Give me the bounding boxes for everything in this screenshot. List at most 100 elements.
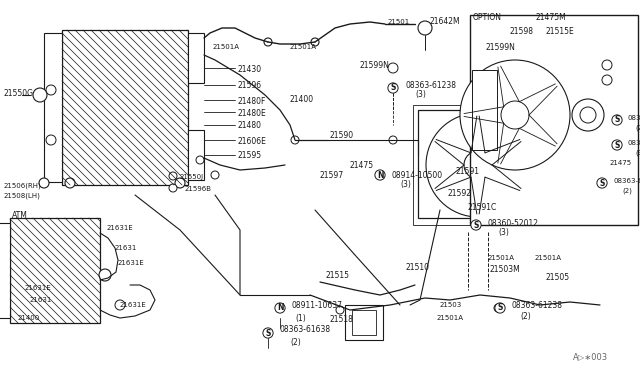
Circle shape xyxy=(580,107,596,123)
Text: 21515E: 21515E xyxy=(545,28,573,36)
Bar xyxy=(345,305,383,340)
Circle shape xyxy=(460,60,570,170)
Text: 08363-61238: 08363-61238 xyxy=(627,140,640,146)
Circle shape xyxy=(169,184,177,192)
Text: 21506(RH): 21506(RH) xyxy=(4,183,42,189)
Text: 21596B: 21596B xyxy=(185,186,212,192)
Circle shape xyxy=(572,99,604,131)
Text: 08363-61238: 08363-61238 xyxy=(405,80,456,90)
Circle shape xyxy=(602,75,612,85)
Bar xyxy=(188,130,204,180)
Text: (3): (3) xyxy=(400,180,411,189)
Text: 21475: 21475 xyxy=(610,160,632,166)
Text: 08363-61638: 08363-61638 xyxy=(280,326,331,334)
Text: 21599N: 21599N xyxy=(485,44,515,52)
Text: 21480F: 21480F xyxy=(237,96,266,106)
Text: 21501A: 21501A xyxy=(437,315,464,321)
Bar xyxy=(44,33,62,182)
Circle shape xyxy=(46,85,56,95)
Text: 21501: 21501 xyxy=(388,19,410,25)
Text: 21518: 21518 xyxy=(330,315,354,324)
Circle shape xyxy=(33,88,47,102)
Circle shape xyxy=(211,171,219,179)
Text: 21501A: 21501A xyxy=(535,255,562,261)
Circle shape xyxy=(389,136,397,144)
Circle shape xyxy=(388,63,398,73)
Text: 21503: 21503 xyxy=(440,302,462,308)
Circle shape xyxy=(602,60,612,70)
Text: 21591: 21591 xyxy=(455,167,479,176)
Circle shape xyxy=(196,156,204,164)
Text: 08914-10500: 08914-10500 xyxy=(392,170,443,180)
Text: 21631: 21631 xyxy=(115,245,138,251)
Text: (2): (2) xyxy=(290,337,301,346)
Text: 21508(LH): 21508(LH) xyxy=(4,193,41,199)
Text: S: S xyxy=(266,328,271,337)
Text: 08363-61238: 08363-61238 xyxy=(512,301,563,310)
Text: 21550J: 21550J xyxy=(180,174,204,180)
Bar xyxy=(352,310,376,335)
Text: 21597: 21597 xyxy=(320,170,344,180)
Circle shape xyxy=(418,21,432,35)
Text: 21631: 21631 xyxy=(30,297,52,303)
Text: 21505: 21505 xyxy=(546,273,570,282)
Text: 21592: 21592 xyxy=(448,189,472,198)
Text: S: S xyxy=(497,304,502,312)
Text: 08363-61238: 08363-61238 xyxy=(627,115,640,121)
Text: 21510: 21510 xyxy=(405,263,429,273)
Text: 21400: 21400 xyxy=(290,96,314,105)
Circle shape xyxy=(533,160,563,190)
Bar xyxy=(10,218,100,323)
Circle shape xyxy=(291,136,299,144)
Text: 21591C: 21591C xyxy=(468,202,497,212)
Text: 21606E: 21606E xyxy=(237,137,266,145)
Text: (1): (1) xyxy=(295,314,306,323)
Text: S: S xyxy=(390,83,396,93)
Bar xyxy=(472,70,497,150)
Circle shape xyxy=(39,178,49,188)
Circle shape xyxy=(169,172,177,180)
Circle shape xyxy=(501,101,529,129)
Text: N: N xyxy=(377,170,383,180)
Text: 21430: 21430 xyxy=(237,64,261,74)
Text: N: N xyxy=(276,304,284,312)
Text: 21596: 21596 xyxy=(237,81,261,90)
Text: (3): (3) xyxy=(635,150,640,156)
Text: 21550G: 21550G xyxy=(4,89,34,97)
Text: 21595: 21595 xyxy=(237,151,261,160)
Text: 21599N: 21599N xyxy=(360,61,390,70)
Text: 21501A: 21501A xyxy=(290,44,317,50)
Circle shape xyxy=(115,300,125,310)
Text: 08363-61654: 08363-61654 xyxy=(614,178,640,184)
Text: (2): (2) xyxy=(635,125,640,131)
Text: S: S xyxy=(614,115,620,125)
Text: (2): (2) xyxy=(622,188,632,194)
Circle shape xyxy=(479,88,493,102)
Text: 08360-52012: 08360-52012 xyxy=(488,218,539,228)
Bar xyxy=(188,33,204,83)
Text: S: S xyxy=(614,141,620,150)
Circle shape xyxy=(336,306,344,314)
Circle shape xyxy=(99,269,111,281)
Text: 21501A: 21501A xyxy=(213,44,240,50)
Text: 21475M: 21475M xyxy=(535,13,566,22)
Text: OPTION: OPTION xyxy=(473,13,502,22)
Text: 21503M: 21503M xyxy=(490,266,521,275)
Text: (3): (3) xyxy=(498,228,509,237)
Bar xyxy=(470,15,638,225)
Text: A▷∗003: A▷∗003 xyxy=(573,352,608,361)
Bar xyxy=(418,110,536,218)
Circle shape xyxy=(426,113,530,217)
Circle shape xyxy=(65,178,75,188)
Text: 21475: 21475 xyxy=(350,160,374,170)
Circle shape xyxy=(264,38,272,46)
Text: 21590: 21590 xyxy=(330,131,354,140)
Bar xyxy=(0,223,10,318)
Circle shape xyxy=(175,178,185,188)
Circle shape xyxy=(464,151,492,179)
Text: 21598: 21598 xyxy=(510,28,534,36)
Bar xyxy=(413,105,538,225)
Text: ATM: ATM xyxy=(12,211,28,219)
Text: 21631E: 21631E xyxy=(107,225,134,231)
Text: (2): (2) xyxy=(520,312,531,321)
